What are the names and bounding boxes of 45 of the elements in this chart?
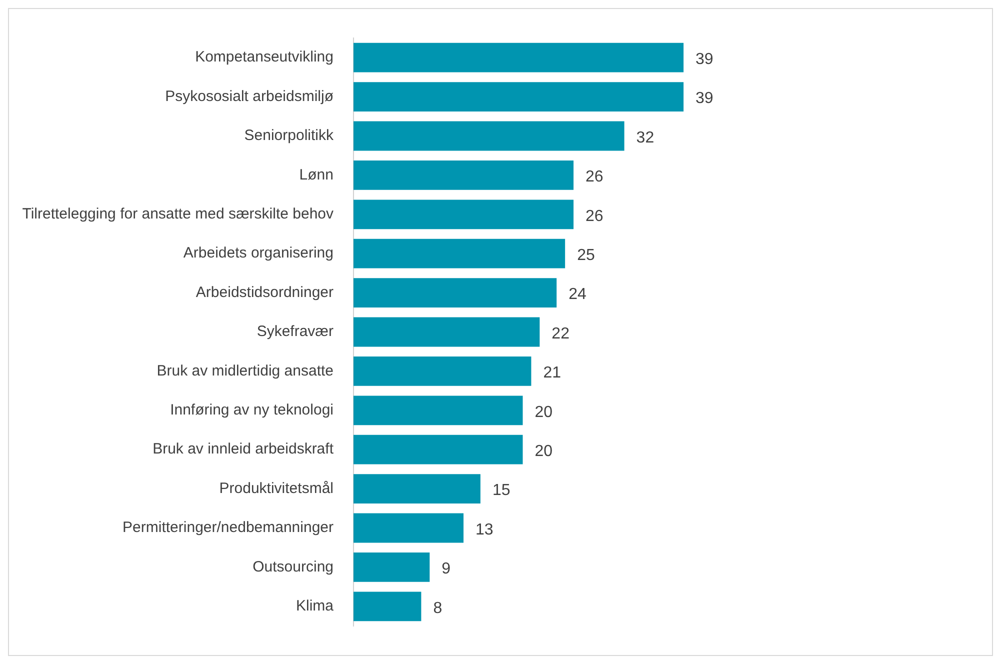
y-tick-label: Sykefravær <box>256 323 334 340</box>
bar <box>354 278 557 308</box>
y-tick-label: Innføring av ny teknologi <box>170 402 334 419</box>
data-label: 13 <box>476 521 494 538</box>
y-tick-label: Lønn <box>299 166 334 184</box>
bar <box>354 160 574 190</box>
y-tick-label: Psykososialt arbeidsmiljø <box>165 88 334 105</box>
bar <box>354 552 430 582</box>
data-label: 26 <box>586 208 604 225</box>
y-tick-label: Bruk av midlertidig ansatte <box>156 362 334 380</box>
data-label: 9 <box>442 560 451 578</box>
y-tick-label: Arbeidstidsordninger <box>196 284 334 301</box>
data-label: 15 <box>492 482 510 500</box>
y-tick-label: Kompetanseutvikling <box>195 48 334 66</box>
bar <box>354 121 624 151</box>
bar <box>354 200 574 230</box>
bar <box>354 82 684 112</box>
data-label: 24 <box>568 286 586 304</box>
data-label: 20 <box>534 443 553 460</box>
bar <box>354 356 532 386</box>
y-tick-label: Klima <box>296 598 334 615</box>
bar <box>354 238 566 268</box>
y-tick-label: Produktivitetsmål <box>219 480 334 497</box>
bar <box>354 396 523 426</box>
data-label: 20 <box>534 404 553 421</box>
data-label: 25 <box>577 247 595 264</box>
y-tick-label: Seniorpolitikk <box>244 127 334 144</box>
bar <box>354 434 523 464</box>
y-tick-label: Permitteringer/nedbemanninger <box>122 519 334 536</box>
y-tick-label: Bruk av innleid arbeidskraft <box>152 440 334 458</box>
bar <box>354 317 540 347</box>
data-label: 39 <box>696 90 714 108</box>
data-label: 8 <box>433 600 442 617</box>
y-tick-label: Outsourcing <box>252 558 334 576</box>
data-label: 26 <box>586 168 604 186</box>
data-label: 22 <box>552 325 570 342</box>
y-tick-label: Arbeidets organisering <box>183 244 334 262</box>
data-label: 21 <box>543 364 562 382</box>
data-label: 32 <box>636 129 654 146</box>
bar <box>354 592 422 622</box>
data-label: 39 <box>696 51 714 68</box>
bar <box>354 474 480 504</box>
bar <box>354 42 684 72</box>
bar <box>354 513 464 543</box>
y-tick-label: Tilrettelegging for ansatte med særskilte behov <box>22 206 334 223</box>
